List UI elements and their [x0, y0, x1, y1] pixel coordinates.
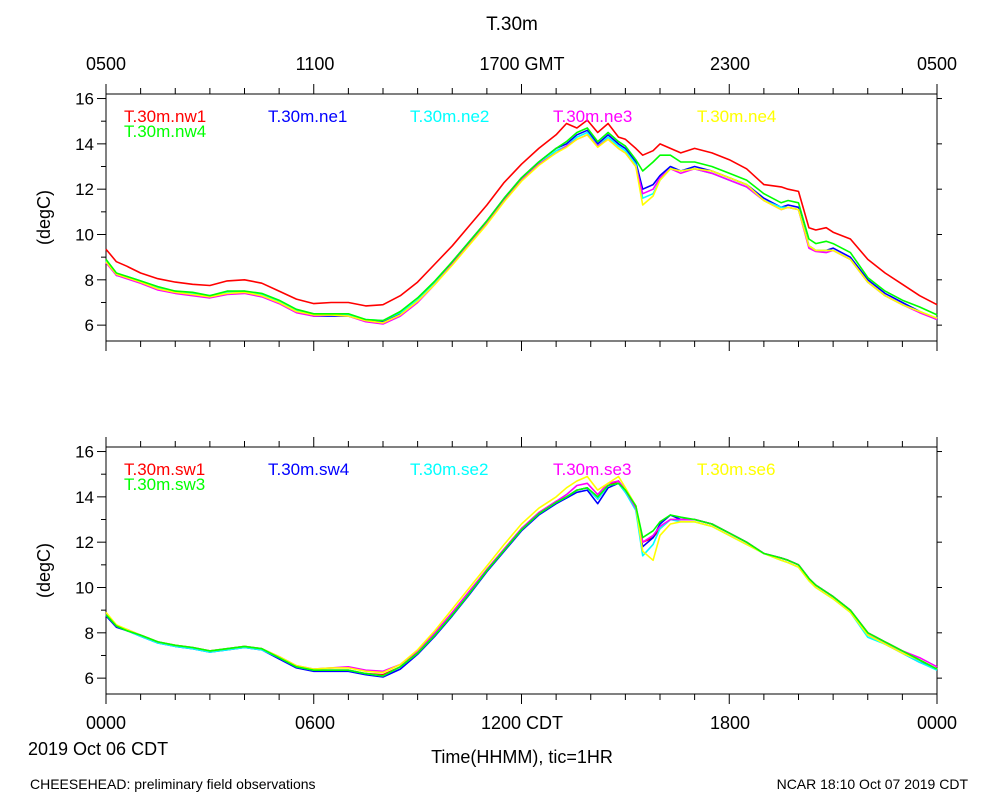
top-tick-label: 0500	[86, 54, 126, 74]
x-axis-label: Time(HHMM), tic=1HR	[431, 747, 613, 767]
y-tick-label: 8	[85, 271, 94, 290]
y-tick-label: 16	[75, 443, 94, 462]
footer-left: CHEESEHEAD: preliminary field observatio…	[30, 776, 316, 792]
legend-entry: T.30m.se3	[553, 460, 631, 479]
y-tick-label: 14	[75, 135, 94, 154]
legend-entry: T.30m.se2	[410, 460, 488, 479]
bottom-tick-label: 0600	[295, 713, 335, 733]
legend-entry: T.30m.ne2	[410, 107, 489, 126]
series-line-T-30m-nw1	[105, 119, 938, 307]
figure-title: T.30m	[486, 14, 538, 35]
bottom-tick-label: 1200 CDT	[481, 713, 563, 733]
legend-entry: T.30m.sw4	[268, 460, 349, 479]
top-tick-label: 2300	[710, 54, 750, 74]
y-tick-label: 12	[75, 180, 94, 199]
series-line-T-30m-sw1	[105, 480, 938, 676]
y-tick-label: 14	[75, 488, 94, 507]
footer-right: NCAR 18:10 Oct 07 2019 CDT	[777, 776, 969, 792]
legend-entry: T.30m.nw1	[124, 107, 206, 126]
bottom-tick-label: 1800	[710, 713, 750, 733]
y-axis-label: (degC)	[34, 543, 54, 598]
series-line-T-30m-sw3	[105, 482, 938, 677]
series-line-T-30m-se2	[105, 482, 938, 677]
y-tick-label: 6	[85, 316, 94, 335]
legend-entry: T.30m.sw3	[124, 475, 205, 494]
plot-frame	[105, 93, 938, 342]
series-line-T-30m-ne4	[105, 134, 938, 324]
legend-entry: T.30m.nw4	[124, 122, 206, 141]
legend-entry: T.30m.ne3	[553, 107, 632, 126]
bottom-tick-label: 0000	[86, 713, 126, 733]
plot-frame	[105, 446, 938, 695]
y-tick-label: 10	[75, 225, 94, 244]
legend-entry: T.30m.ne4	[697, 107, 776, 126]
date-label: 2019 Oct 06 CDT	[28, 739, 168, 759]
y-tick-label: 6	[85, 669, 94, 688]
series-line-T-30m-se3	[105, 480, 938, 673]
top-tick-label: 1700 GMT	[479, 54, 564, 74]
top-tick-label: 0500	[917, 54, 957, 74]
top-panel: 6 8 10 12 14 16 (degC) T.30m.nw1 T.30m.ne1 T.30m.…	[34, 84, 942, 351]
y-tick-label: 10	[75, 578, 94, 597]
y-tick-label: 8	[85, 624, 94, 643]
bottom-panel: 6 8 10 12 14 16 (degC) T.30m.sw1 T.30m.sw4 T.30m.…	[34, 437, 942, 704]
y-axis-label: (degC)	[34, 190, 54, 245]
y-tick-label: 16	[75, 90, 94, 109]
legend-entry: T.30m.sw1	[124, 460, 205, 479]
legend-entry: T.30m.se6	[697, 460, 775, 479]
series-line-T-30m-se6	[105, 475, 938, 674]
y-tick-label: 12	[75, 533, 94, 552]
bottom-tick-label: 0000	[917, 713, 957, 733]
legend-entry: T.30m.ne1	[268, 107, 347, 126]
top-tick-label: 1100	[296, 54, 335, 74]
series-line-T-30m-nw4	[105, 127, 938, 322]
